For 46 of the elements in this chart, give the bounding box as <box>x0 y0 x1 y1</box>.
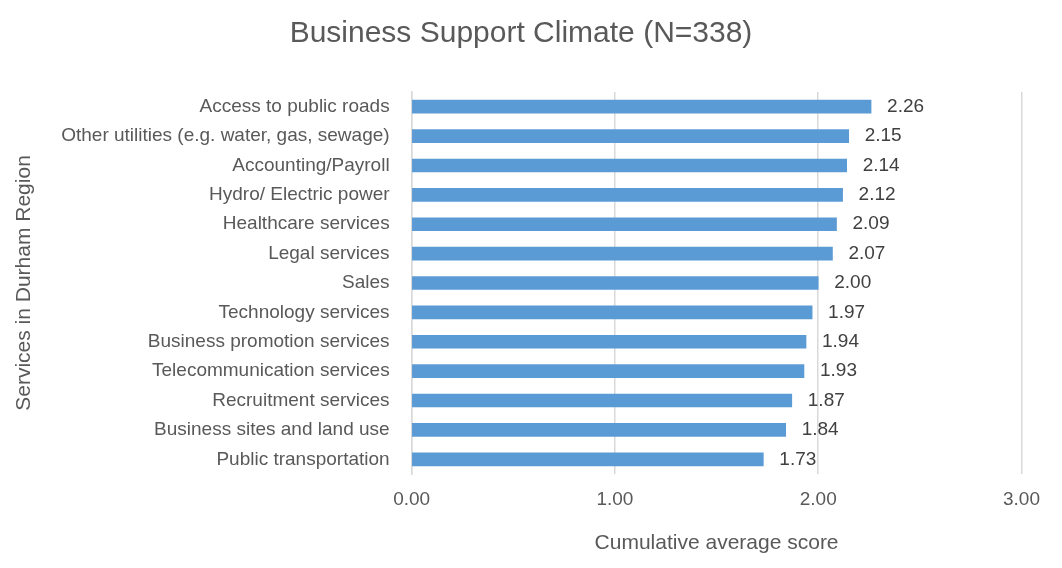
data-label: 1.73 <box>779 447 817 469</box>
y-tick-label: Legal services <box>268 241 390 263</box>
y-tick-label: Public transportation <box>216 447 390 469</box>
bar <box>412 158 848 173</box>
bar <box>412 99 872 114</box>
data-label: 1.93 <box>819 359 857 381</box>
chart-title: Business Support Climate (N=338) <box>289 15 753 49</box>
data-label: 2.00 <box>834 271 872 293</box>
bar <box>412 129 850 143</box>
x-axis-title: Cumulative average score <box>594 530 839 554</box>
y-tick-label: Telecommunication services <box>152 359 390 381</box>
x-tick-label: 0.00 <box>393 487 431 509</box>
data-label: 2.26 <box>887 94 925 116</box>
x-tick-label: 2.00 <box>799 487 837 509</box>
bar <box>412 188 843 202</box>
y-tick-label: Recruitment services <box>212 388 390 410</box>
y-tick-label: Hydro/ Electric power <box>209 183 391 205</box>
bar <box>412 305 813 320</box>
y-tick-label: Healthcare services <box>222 212 390 234</box>
data-label: 2.15 <box>864 124 902 146</box>
x-tick-label: 1.00 <box>596 487 634 509</box>
bar <box>412 393 793 408</box>
bar <box>412 364 805 378</box>
bar <box>412 276 819 290</box>
y-tick-label: Business sites and land use <box>154 418 390 440</box>
x-tick-label: 3.00 <box>1003 487 1040 509</box>
bar <box>412 217 837 232</box>
bar <box>412 246 833 261</box>
data-label: 1.87 <box>807 388 845 410</box>
y-tick-label: Access to public roads <box>199 94 390 116</box>
y-tick-label: Technology services <box>218 300 390 322</box>
y-tick-label: Other utilities (e.g. water, gas, sewage) <box>61 124 390 146</box>
bar <box>412 452 764 467</box>
data-label: 1.94 <box>822 330 860 351</box>
bar <box>412 423 787 437</box>
y-tick-label: Accounting/Payroll <box>232 153 390 175</box>
data-label: 2.14 <box>862 153 901 175</box>
data-label: 1.84 <box>801 418 840 440</box>
y-tick-label: Sales <box>342 271 390 293</box>
data-label: 1.97 <box>828 300 866 322</box>
data-label: 2.09 <box>852 212 890 234</box>
y-tick-label: Business promotion services <box>147 330 390 351</box>
data-label: 2.07 <box>848 241 886 263</box>
y-axis-title: Services in Durham Region <box>11 155 35 411</box>
bar <box>412 334 807 349</box>
data-label: 2.12 <box>858 183 896 205</box>
